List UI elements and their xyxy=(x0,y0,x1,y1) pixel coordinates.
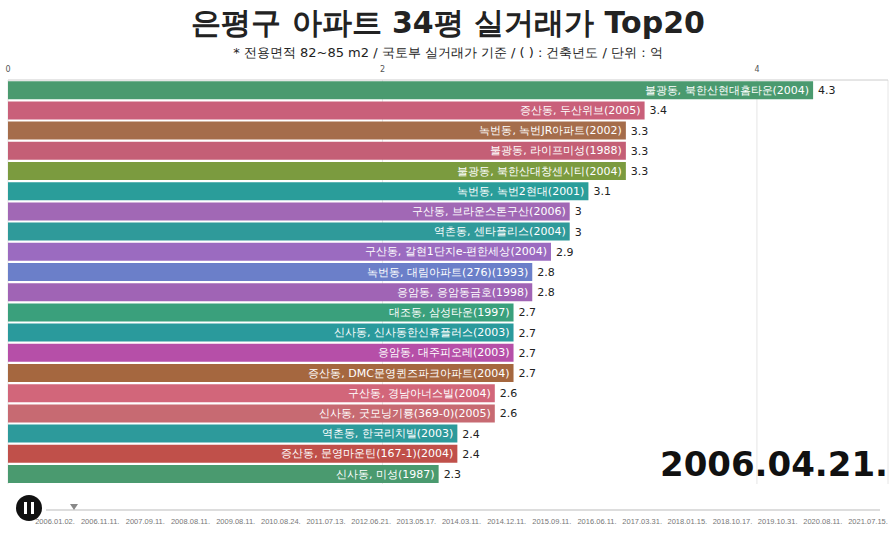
svg-text:구산동, 브라운스톤구산(2006): 구산동, 브라운스톤구산(2006) xyxy=(412,205,566,218)
html-text:* 전용면적 82~85 m2 / 국토부 실거래가 기준: * 전용면적 82~85 m2 / 국토부 실거래가 기준 / ( ) : 건축… xyxy=(233,45,663,60)
html-text:2006.04.21.: 2006.04.21. xyxy=(660,444,888,484)
svg-text:3.3: 3.3 xyxy=(631,145,649,158)
svg-text:2015.09.11.: 2015.09.11. xyxy=(532,517,571,526)
svg-text:2.8: 2.8 xyxy=(537,266,555,279)
svg-text:구산동, 경남아너스빌(2004): 구산동, 경남아너스빌(2004) xyxy=(348,387,491,400)
svg-text:2009.08.11.: 2009.08.11. xyxy=(216,517,255,526)
svg-text:2.4: 2.4 xyxy=(462,448,480,461)
svg-text:2013.05.17.: 2013.05.17. xyxy=(397,517,437,526)
svg-text:2.4: 2.4 xyxy=(462,428,480,441)
svg-text:2017.03.31.: 2017.03.31. xyxy=(622,517,662,526)
svg-text:2019.10.31.: 2019.10.31. xyxy=(758,517,798,526)
svg-text:증산동, DMC문영퀸즈파크아파트(2004): 증산동, DMC문영퀸즈파크아파트(2004) xyxy=(308,367,509,380)
svg-text:녹번동, 대림아파트(276)(1993): 녹번동, 대림아파트(276)(1993) xyxy=(367,266,528,279)
svg-text:2006.11.11.: 2006.11.11. xyxy=(81,517,120,526)
svg-text:증산동, 문영마운틴(167-1)(2004): 증산동, 문영마운틴(167-1)(2004) xyxy=(281,447,453,460)
svg-text:2.7: 2.7 xyxy=(519,347,537,360)
svg-text:2007.09.11.: 2007.09.11. xyxy=(126,517,165,526)
svg-text:3.3: 3.3 xyxy=(631,165,649,178)
svg-text:녹번동, 녹번2현대(2001): 녹번동, 녹번2현대(2001) xyxy=(457,185,585,198)
svg-text:2012.06.21.: 2012.06.21. xyxy=(351,517,391,526)
svg-text:구산동, 갈현1단지e-편한세상(2004): 구산동, 갈현1단지e-편한세상(2004) xyxy=(365,245,547,258)
svg-text:신사동, 굿모닝기룡(369-0)(2005): 신사동, 굿모닝기룡(369-0)(2005) xyxy=(319,407,491,420)
svg-text:2008.08.11.: 2008.08.11. xyxy=(171,517,210,526)
svg-text:3: 3 xyxy=(575,205,582,218)
svg-text:신사동, 신사동한신휴플러스(2003): 신사동, 신사동한신휴플러스(2003) xyxy=(334,326,510,339)
svg-text:응암동, 응암동금호(1998): 응암동, 응암동금호(1998) xyxy=(397,286,529,299)
svg-text:2016.06.11.: 2016.06.11. xyxy=(577,517,616,526)
svg-text:증산동, 두산위브(2005): 증산동, 두산위브(2005) xyxy=(520,104,641,117)
svg-text:역촌동, 센타플리스(2004): 역촌동, 센타플리스(2004) xyxy=(434,225,566,238)
svg-text:2.9: 2.9 xyxy=(556,246,574,259)
svg-text:2.6: 2.6 xyxy=(500,407,517,420)
svg-text:역촌동, 한국리치빌(2003): 역촌동, 한국리치빌(2003) xyxy=(322,427,454,440)
svg-text:2.7: 2.7 xyxy=(519,306,537,319)
svg-text:2011.07.13.: 2011.07.13. xyxy=(306,517,345,526)
svg-text:불광동, 북한산현대홈타운(2004): 불광동, 북한산현대홈타운(2004) xyxy=(645,84,810,97)
svg-text:2010.08.24.: 2010.08.24. xyxy=(261,517,301,526)
svg-text:2021.07.15.: 2021.07.15. xyxy=(848,517,888,526)
svg-text:0: 0 xyxy=(5,65,10,74)
svg-text:4.3: 4.3 xyxy=(818,84,836,97)
html-text:은평구 아파트 34평 실거래가 Top20: 은평구 아파트 34평 실거래가 Top20 xyxy=(191,5,705,40)
svg-text:2018.10.17.: 2018.10.17. xyxy=(713,517,753,526)
svg-text:2014.12.11.: 2014.12.11. xyxy=(487,517,526,526)
svg-text:2.7: 2.7 xyxy=(519,367,537,380)
svg-text:2018.01.15.: 2018.01.15. xyxy=(668,517,708,526)
svg-text:신사동, 미성(1987): 신사동, 미성(1987) xyxy=(336,468,435,481)
svg-text:3.3: 3.3 xyxy=(631,125,649,138)
svg-text:3: 3 xyxy=(575,226,582,239)
svg-text:대조동, 삼성타운(1997): 대조동, 삼성타운(1997) xyxy=(389,306,510,319)
svg-text:2014.03.11.: 2014.03.11. xyxy=(442,517,481,526)
svg-text:4: 4 xyxy=(754,65,759,74)
svg-text:2: 2 xyxy=(380,65,385,74)
svg-text:2.7: 2.7 xyxy=(519,327,537,340)
svg-text:불광동, 북한산대창센시티(2004): 불광동, 북한산대창센시티(2004) xyxy=(457,165,622,178)
svg-text:2.8: 2.8 xyxy=(537,286,555,299)
svg-text:2.6: 2.6 xyxy=(500,387,517,400)
svg-text:2006.01.02.: 2006.01.02. xyxy=(35,517,75,526)
svg-text:불광동, 라이프미성(1988): 불광동, 라이프미성(1988) xyxy=(490,144,622,157)
svg-text:3.1: 3.1 xyxy=(593,185,611,198)
svg-text:2020.08.11.: 2020.08.11. xyxy=(803,517,842,526)
svg-text:녹번동, 녹번JR아파트(2002): 녹번동, 녹번JR아파트(2002) xyxy=(479,124,621,137)
svg-text:2.3: 2.3 xyxy=(444,468,462,481)
svg-text:3.4: 3.4 xyxy=(650,104,668,117)
svg-text:응암동, 대주피오레(2003): 응암동, 대주피오레(2003) xyxy=(378,346,510,359)
